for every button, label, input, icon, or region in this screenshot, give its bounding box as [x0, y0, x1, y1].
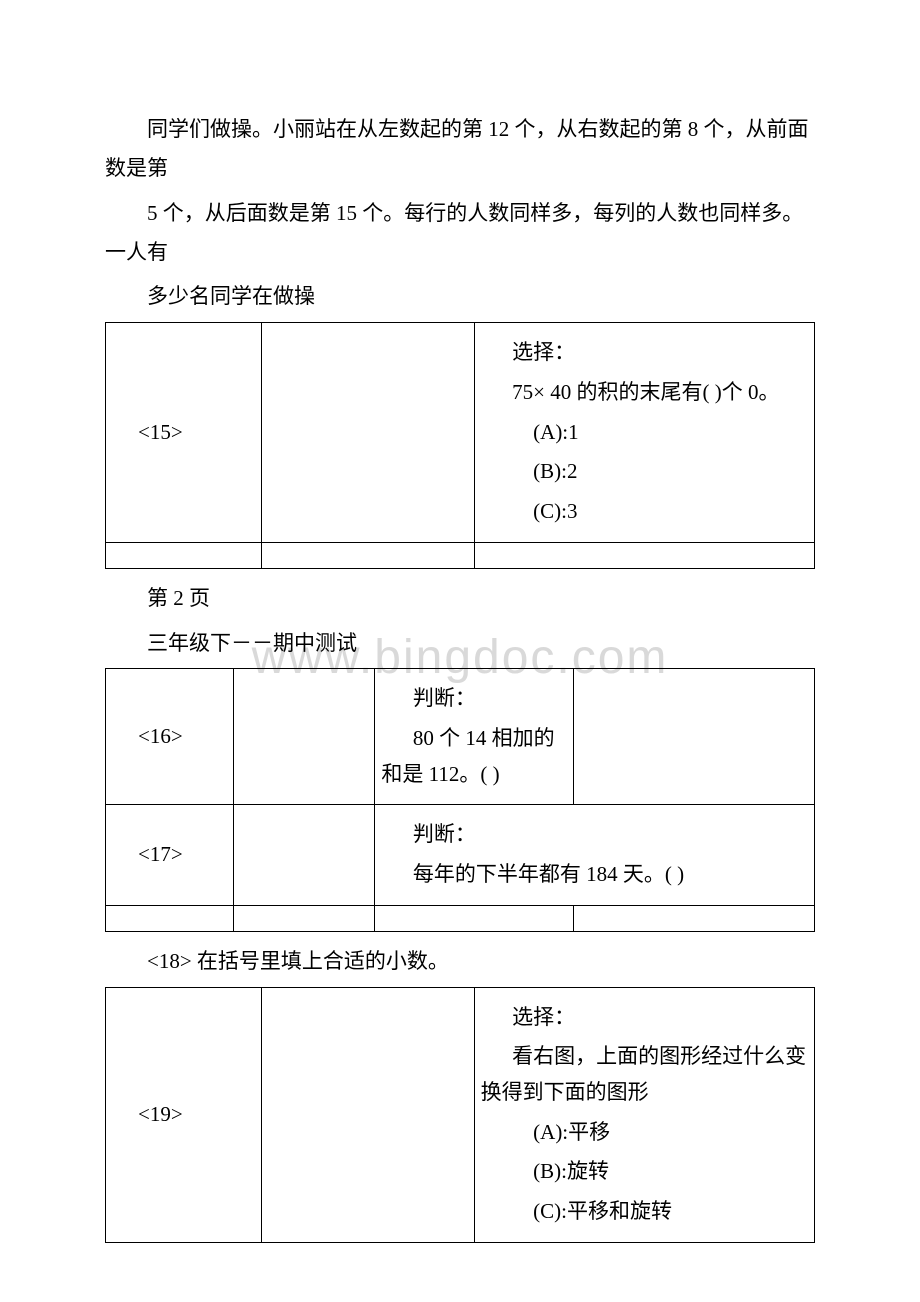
- paragraph-2: 5 个，从后面数是第 15 个。每行的人数同样多，每列的人数也同样多。一人有: [105, 194, 815, 272]
- q19-blank-cell: [261, 987, 474, 1242]
- q19-number-cell: <19>: [106, 987, 262, 1242]
- table-row: <15> 选择： 75× 40 的积的末尾有( )个 0。 (A):1 (B):…: [106, 323, 815, 542]
- q16-label: 判断：: [381, 681, 567, 717]
- blank-cell: [474, 542, 814, 568]
- q15-option-b: (B):2: [481, 454, 808, 490]
- q19-content-cell: 选择： 看右图，上面的图形经过什么变换得到下面的图形 (A):平移 (B):旋转…: [474, 987, 814, 1242]
- q15-content-cell: 选择： 75× 40 的积的末尾有( )个 0。 (A):1 (B):2 (C)…: [474, 323, 814, 542]
- blank-cell: [106, 905, 234, 931]
- page-content: 同学们做操。小丽站在从左数起的第 12 个，从右数起的第 8 个，从前面数是第 …: [105, 110, 815, 1243]
- q15-option-c: (C):3: [481, 494, 808, 530]
- q15-blank-cell: [261, 323, 474, 542]
- section-title: 三年级下－－期中测试: [105, 624, 815, 663]
- q19-question: 看右图，上面的图形经过什么变换得到下面的图形: [481, 1039, 808, 1110]
- table-1: <15> 选择： 75× 40 的积的末尾有( )个 0。 (A):1 (B):…: [105, 322, 815, 568]
- q17-question: 每年的下半年都有 184 天。( ): [381, 857, 808, 893]
- q15-label: 选择：: [481, 335, 808, 371]
- q15-question: 75× 40 的积的末尾有( )个 0。: [481, 375, 808, 411]
- table-row: [106, 905, 815, 931]
- blank-cell: [573, 905, 814, 931]
- page-number-note: 第 2 页: [105, 579, 815, 618]
- paragraph-1: 同学们做操。小丽站在从左数起的第 12 个，从右数起的第 8 个，从前面数是第: [105, 110, 815, 188]
- table-row: <17> 判断： 每年的下半年都有 184 天。( ): [106, 805, 815, 905]
- q16-number-cell: <16>: [106, 669, 234, 805]
- q17-label: 判断：: [381, 817, 808, 853]
- q19-option-c: (C):平移和旋转: [481, 1194, 808, 1230]
- q15-option-a: (A):1: [481, 415, 808, 451]
- table-3: <19> 选择： 看右图，上面的图形经过什么变换得到下面的图形 (A):平移 (…: [105, 987, 815, 1243]
- q17-number-cell: <17>: [106, 805, 234, 905]
- q15-number-cell: <15>: [106, 323, 262, 542]
- q19-label: 选择：: [481, 1000, 808, 1036]
- q16-question: 80 个 14 相加的和是 112。( ): [381, 721, 567, 792]
- blank-cell: [375, 905, 574, 931]
- q18-text: <18> 在括号里填上合适的小数。: [105, 942, 815, 981]
- q16-trailing-cell: [573, 669, 814, 805]
- q19-option-a: (A):平移: [481, 1115, 808, 1151]
- q19-option-b: (B):旋转: [481, 1154, 808, 1190]
- table-row: <19> 选择： 看右图，上面的图形经过什么变换得到下面的图形 (A):平移 (…: [106, 987, 815, 1242]
- blank-cell: [233, 905, 375, 931]
- blank-cell: [106, 542, 262, 568]
- blank-cell: [261, 542, 474, 568]
- q17-content-cell: 判断： 每年的下半年都有 184 天。( ): [375, 805, 815, 905]
- q16-content-cell: 判断： 80 个 14 相加的和是 112。( ): [375, 669, 574, 805]
- paragraph-3: 多少名同学在做操: [105, 277, 815, 316]
- q17-blank-cell: [233, 805, 375, 905]
- q16-blank-cell: [233, 669, 375, 805]
- table-2: <16> 判断： 80 个 14 相加的和是 112。( ) <17> 判断： …: [105, 668, 815, 931]
- table-row: [106, 542, 815, 568]
- table-row: <16> 判断： 80 个 14 相加的和是 112。( ): [106, 669, 815, 805]
